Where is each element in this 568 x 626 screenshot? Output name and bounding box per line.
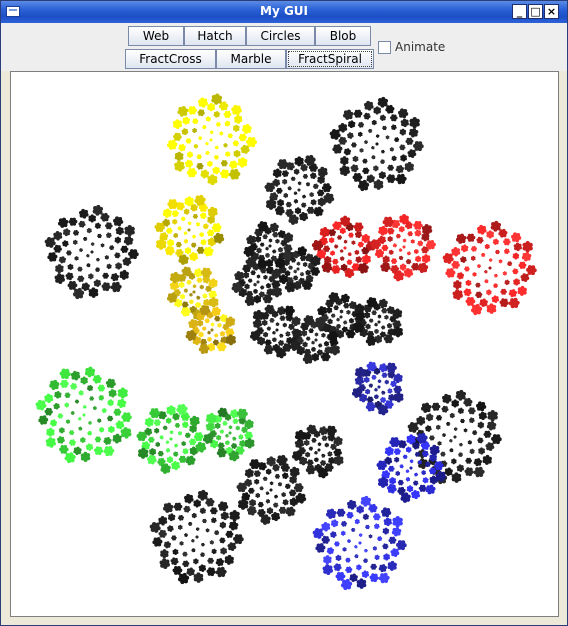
spiral-cluster: [351, 361, 404, 416]
title-bar[interactable]: My GUI _ □ ×: [1, 1, 567, 23]
spiral-cluster: [243, 221, 294, 270]
spiral-cluster: [149, 489, 244, 585]
spiral-cluster: [154, 194, 225, 265]
fractspiral-button[interactable]: FractSpiral: [286, 49, 374, 69]
spiral-cluster: [274, 246, 321, 293]
spiral-cluster: [352, 297, 403, 346]
circles-button[interactable]: Circles: [246, 26, 315, 46]
animate-checkbox[interactable]: [378, 41, 391, 54]
maximize-icon[interactable]: □: [528, 4, 543, 19]
spiral-cluster: [202, 407, 255, 462]
animate-label: Animate: [395, 40, 446, 54]
close-icon[interactable]: ×: [544, 4, 559, 19]
fractcross-button[interactable]: FractCross: [125, 49, 216, 69]
spiral-cluster: [370, 214, 436, 282]
blob-button[interactable]: Blob: [315, 26, 371, 46]
fractal-spiral-drawing: [35, 93, 537, 591]
spiral-cluster: [136, 403, 207, 474]
spiral-cluster: [291, 424, 344, 479]
spiral-cluster: [185, 305, 236, 354]
window-title: My GUI: [260, 4, 308, 18]
spiral-cluster: [35, 366, 132, 464]
spiral-cluster: [44, 204, 139, 300]
spiral-cluster: [167, 93, 257, 186]
minimize-icon[interactable]: _: [512, 4, 527, 19]
spiral-cluster: [264, 154, 335, 225]
spiral-cluster: [312, 495, 407, 591]
button-panel: Web Hatch Circles Blob FractCross Marble…: [1, 23, 567, 71]
web-button[interactable]: Web: [128, 26, 184, 46]
spiral-cluster: [311, 215, 377, 279]
spiral-cluster: [442, 220, 537, 316]
spiral-cluster: [231, 257, 282, 306]
spiral-cluster: [376, 432, 447, 503]
hatch-button[interactable]: Hatch: [184, 26, 246, 46]
spiral-cluster: [329, 96, 424, 192]
window-menu-icon[interactable]: [6, 6, 20, 17]
spiral-cluster: [236, 454, 307, 525]
drawing-canvas[interactable]: [10, 71, 559, 617]
marble-button[interactable]: Marble: [216, 49, 286, 69]
